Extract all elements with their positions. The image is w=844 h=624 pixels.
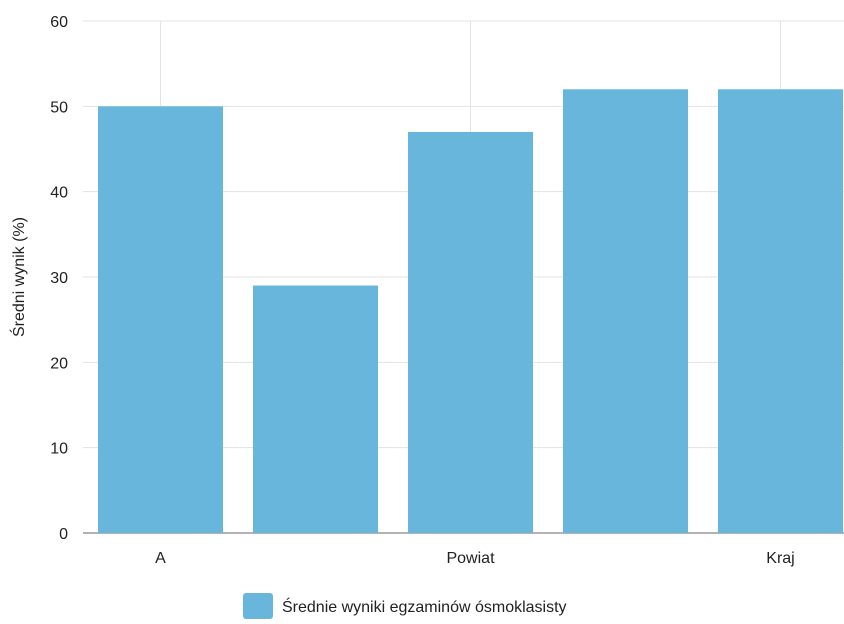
y-tick-label: 20 xyxy=(50,355,68,372)
x-tick-label: Kraj xyxy=(766,550,794,567)
y-tick-label: 60 xyxy=(50,14,68,31)
axes: 0 10 20 30 40 50 60 A Powiat Kraj xyxy=(50,14,795,567)
y-tick-label: 10 xyxy=(50,441,68,458)
bar xyxy=(563,89,688,534)
bar xyxy=(98,106,223,533)
y-tick-label: 50 xyxy=(50,99,68,116)
bars xyxy=(98,89,843,534)
legend[interactable]: Średnie wyniki egzaminów ósmoklasisty xyxy=(243,593,567,619)
y-tick-label: 0 xyxy=(59,526,68,543)
x-tick-label: A xyxy=(155,550,166,567)
bar xyxy=(408,131,533,533)
y-tick-label: 30 xyxy=(50,270,68,287)
y-axis-label: Średni wynik (%) xyxy=(9,217,28,337)
legend-label[interactable]: Średnie wyniki egzaminów ósmoklasisty xyxy=(282,597,567,616)
y-tick-label: 40 xyxy=(50,185,68,202)
bar xyxy=(253,285,378,533)
bar xyxy=(718,89,843,534)
x-tick-label: Powiat xyxy=(446,550,495,567)
legend-swatch[interactable] xyxy=(243,593,273,619)
